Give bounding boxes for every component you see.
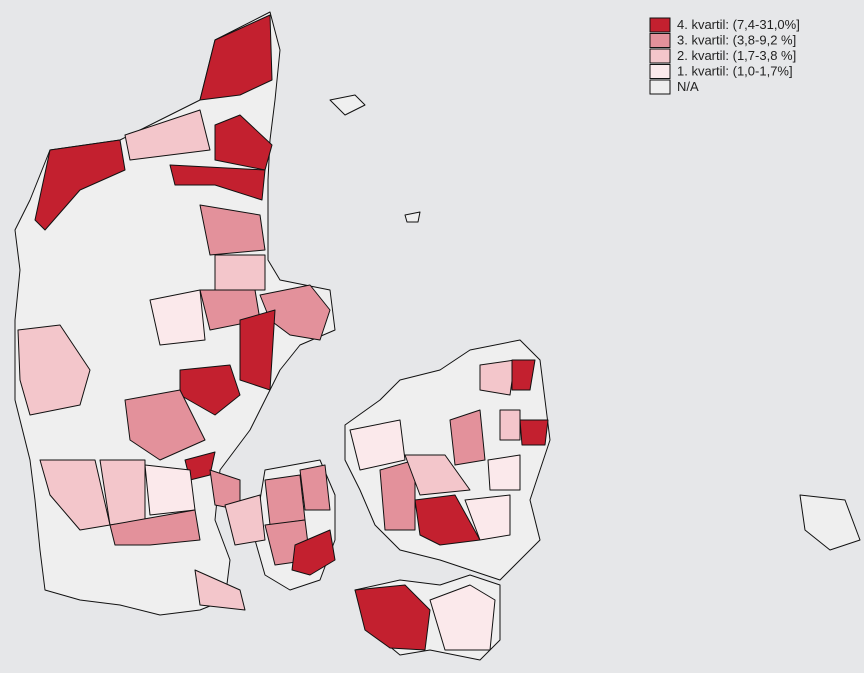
region <box>329 94 366 116</box>
legend-label: 2. kvartil: (1,7-3,8 %] <box>677 48 796 63</box>
region <box>199 14 273 101</box>
legend: 4. kvartil: (7,4-31,0%]3. kvartil: (3,8-… <box>649 17 800 95</box>
region <box>214 114 273 171</box>
region <box>124 389 206 461</box>
region <box>194 569 246 611</box>
legend-label: 4. kvartil: (7,4-31,0%] <box>677 17 800 32</box>
region <box>109 509 201 546</box>
region <box>479 359 516 396</box>
region <box>379 459 416 531</box>
region <box>17 324 91 416</box>
legend-label: 3. kvartil: (3,8-9,2 %] <box>677 32 796 47</box>
legend-swatch <box>649 79 671 95</box>
region <box>519 419 549 446</box>
region <box>224 494 266 546</box>
region <box>239 309 276 391</box>
region <box>349 419 406 471</box>
region <box>464 494 511 541</box>
region <box>511 359 536 391</box>
region <box>39 459 111 531</box>
region <box>799 494 861 551</box>
region <box>144 464 196 516</box>
region <box>34 139 126 231</box>
legend-swatch <box>649 64 671 79</box>
region <box>291 529 336 576</box>
region <box>124 109 211 161</box>
region <box>404 211 421 223</box>
legend-label: N/A <box>677 79 699 94</box>
region <box>264 474 306 526</box>
legend-swatch <box>649 17 671 33</box>
region <box>429 584 496 651</box>
legend-label: 1. kvartil: (1,0-1,7%] <box>677 63 793 78</box>
region <box>499 409 521 441</box>
municipalities <box>14 11 861 661</box>
region <box>299 464 331 511</box>
region <box>404 454 471 496</box>
legend-swatch <box>649 33 671 48</box>
region <box>214 254 266 291</box>
region <box>354 584 431 651</box>
region <box>414 494 481 546</box>
region <box>169 164 266 201</box>
region <box>149 289 206 346</box>
legend-swatch <box>649 48 671 64</box>
region <box>449 409 486 466</box>
region <box>487 454 521 491</box>
region <box>199 204 266 256</box>
